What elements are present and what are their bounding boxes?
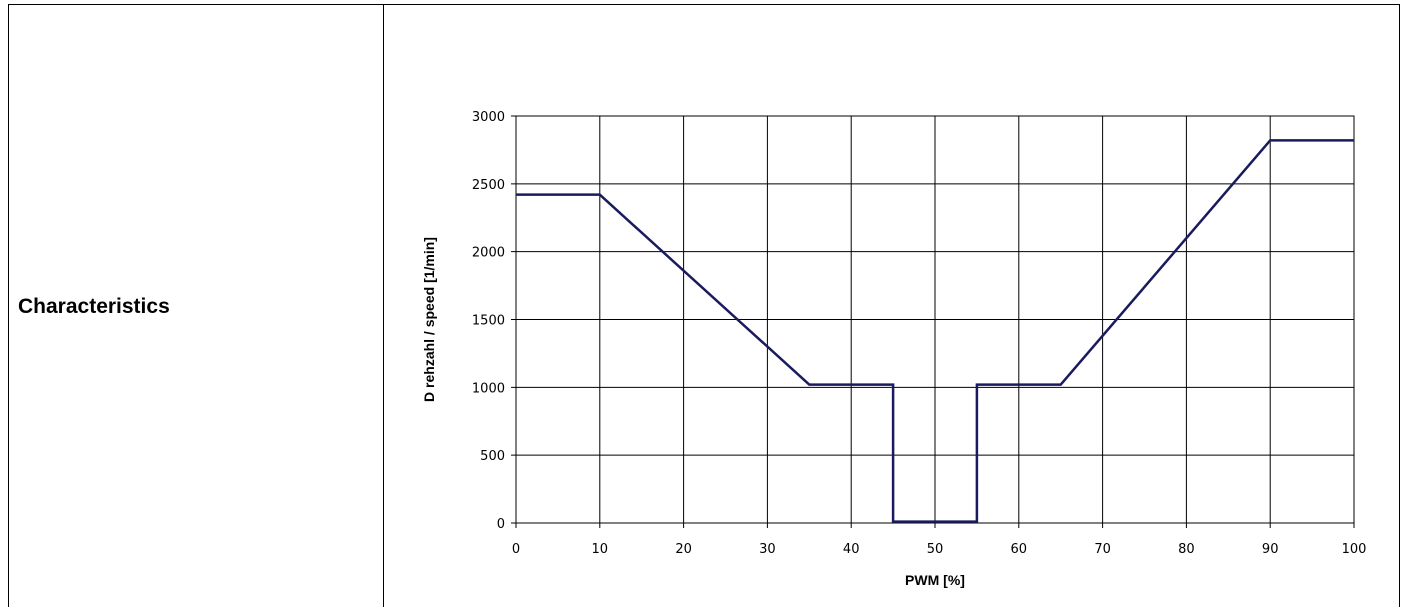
y-tick-label: 2500 bbox=[472, 178, 505, 193]
series-layer bbox=[516, 139, 1354, 523]
x-tick-label: 50 bbox=[927, 542, 944, 557]
x-tick-label: 80 bbox=[1178, 542, 1195, 557]
chart-cell: 0 10 20 30 40 50 60 70 80 90 100 0 500 1000 1500 2000 25… bbox=[384, 5, 1399, 607]
y-tick-label: 0 bbox=[497, 517, 505, 532]
plot-area-border bbox=[515, 115, 1355, 524]
x-axis-label: PWM [%] bbox=[905, 572, 965, 588]
grid bbox=[511, 115, 1355, 528]
row-label: Characteristics bbox=[18, 295, 170, 318]
y-tick-label: 1000 bbox=[472, 381, 505, 396]
x-tick-label: 40 bbox=[843, 542, 860, 557]
label-cell: Characteristics bbox=[9, 5, 384, 607]
tick-labels: 0 10 20 30 40 50 60 70 80 90 100050010001500200025… bbox=[472, 110, 1367, 557]
x-tick-label: 20 bbox=[675, 542, 692, 557]
y-tick-label: 500 bbox=[480, 449, 505, 464]
x-tick-label: 30 bbox=[759, 542, 776, 557]
x-tick-label: 60 bbox=[1011, 542, 1028, 557]
y-tick-label: 1500 bbox=[472, 314, 505, 329]
y-tick-label: 3000 bbox=[472, 110, 505, 125]
x-tick-label: 100 bbox=[1342, 542, 1367, 557]
y-axis-label: D rehzahl / speed [1/min] bbox=[421, 237, 437, 402]
spec-table: Characteristics 0 10 20 30 40 50 60 70 80 90 100 0 5… bbox=[8, 4, 1400, 607]
speed-chart: 0 10 20 30 40 50 60 70 80 90 100050010001500200025… bbox=[421, 110, 1367, 588]
speed-series-line bbox=[516, 139, 1354, 523]
x-tick-label: 10 bbox=[592, 542, 609, 557]
y-tick-label: 2000 bbox=[472, 246, 505, 261]
x-tick-label: 70 bbox=[1094, 542, 1111, 557]
x-tick-label: 90 bbox=[1262, 542, 1279, 557]
x-tick-label: 0 bbox=[512, 542, 520, 557]
